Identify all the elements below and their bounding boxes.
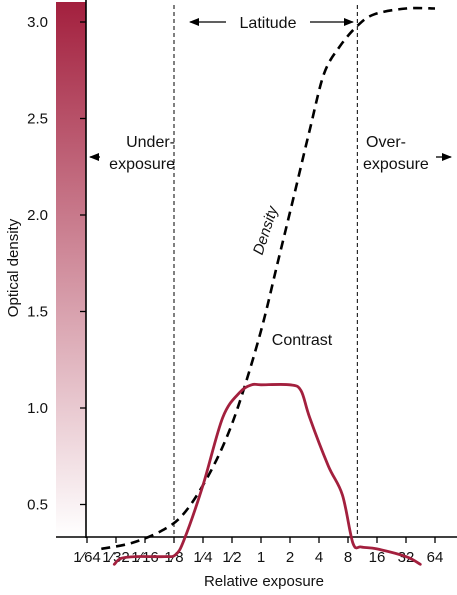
y-tick-label: 0.5 bbox=[27, 497, 48, 514]
contrast-curve-label: Contrast bbox=[272, 332, 333, 349]
y-axis-ticks: 0.5 1.0 1.5 2.0 2.5 3.0 bbox=[27, 14, 86, 514]
y-tick-label: 3.0 bbox=[27, 14, 48, 31]
over-exposure-label-1: Over- bbox=[366, 134, 406, 151]
density-color-bar bbox=[56, 2, 86, 537]
density-curve bbox=[101, 6, 436, 551]
under-exposure-label-2: exposure bbox=[109, 156, 175, 173]
latitude-boundaries bbox=[173, 5, 358, 537]
x-axis-label: Relative exposure bbox=[204, 573, 324, 590]
y-tick-label: 1.5 bbox=[27, 304, 48, 321]
latitude-label: Latitude bbox=[240, 15, 297, 32]
y-tick-label: 2.0 bbox=[27, 207, 48, 224]
x-tick-label: 1⁄32 bbox=[102, 549, 130, 566]
y-tick-label: 2.5 bbox=[27, 111, 48, 128]
y-tick-label: 1.0 bbox=[27, 400, 48, 417]
x-tick-label: 2 bbox=[286, 549, 294, 566]
x-tick-label: 64 bbox=[427, 549, 444, 566]
under-exposure-label-1: Under- bbox=[126, 134, 175, 151]
x-tick-label: 4 bbox=[315, 549, 323, 566]
y-axis-label: Optical density bbox=[5, 218, 22, 317]
x-tick-label: 1⁄4 bbox=[193, 549, 212, 566]
x-tick-label: 1 bbox=[257, 549, 265, 566]
over-exposure-label-2: exposure bbox=[363, 156, 429, 173]
contrast-curve bbox=[112, 382, 422, 566]
x-tick-label: 1⁄64 bbox=[73, 549, 101, 566]
x-tick-label: 16 bbox=[369, 549, 386, 566]
x-tick-label: 8 bbox=[344, 549, 352, 566]
x-tick-label: 1⁄2 bbox=[222, 549, 241, 566]
density-curve-label: Density bbox=[250, 203, 282, 257]
